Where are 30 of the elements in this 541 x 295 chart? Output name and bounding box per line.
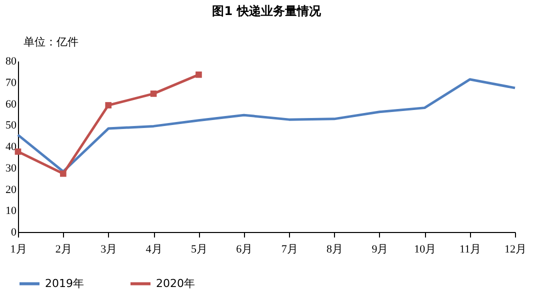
y-tick-label: 30: [6, 162, 17, 174]
y-tick-label: 80: [6, 56, 17, 68]
point: [14, 148, 22, 155]
y-tick-label: 60: [6, 98, 17, 110]
x-tick-label: 8月: [326, 244, 344, 256]
y-tick-label: 50: [6, 120, 17, 132]
x-tick-label: 1月: [10, 244, 27, 256]
legend-label: 2019年: [45, 276, 84, 290]
y-tick-label: 10: [6, 205, 17, 218]
x-tick-label: 3月: [100, 244, 118, 256]
x-tick-label: 7月: [281, 244, 298, 256]
x-tick-label: 4月: [146, 244, 162, 256]
x-tick-label: 11月: [460, 244, 482, 256]
y-tick-label: 40: [6, 141, 17, 153]
y-axis-title: 单位：亿件: [24, 36, 78, 48]
y-tick-label: 0: [11, 226, 17, 238]
point: [105, 102, 112, 108]
y-tick-label: 20: [6, 184, 17, 196]
x-tick-label: 12月: [504, 244, 526, 256]
x-tick-label: 2月: [55, 244, 72, 256]
x-tick-label: 9月: [372, 244, 388, 256]
point: [60, 170, 66, 177]
point: [196, 72, 202, 78]
x-tick-label: 10月: [414, 244, 436, 256]
y-tick-label: 70: [6, 76, 17, 89]
point: [150, 90, 157, 97]
x-tick-label: 5月: [190, 244, 208, 256]
legend-label: 2020年: [156, 276, 195, 290]
chart-title: 图1 快递业务量情况: [212, 4, 322, 18]
x-tick-label: 6月: [236, 244, 253, 256]
